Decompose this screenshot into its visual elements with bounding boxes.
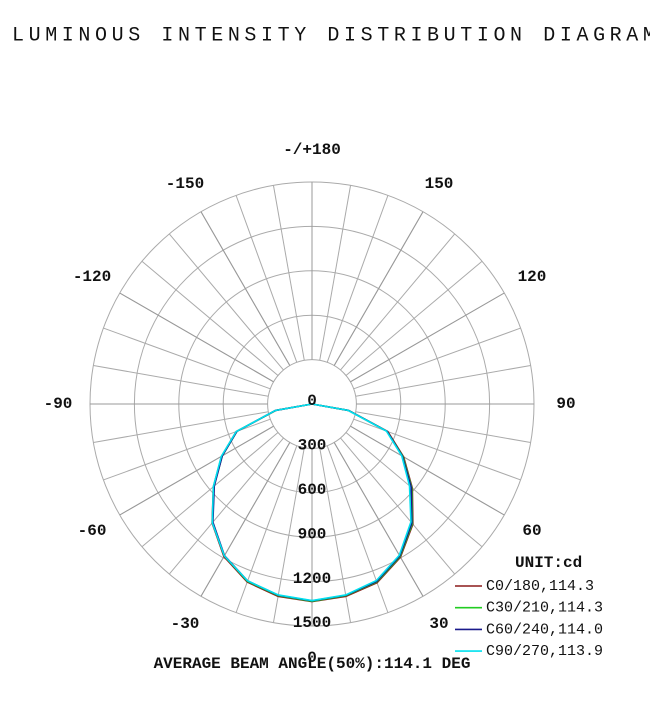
legend-label: C30/210,114.3 [486,600,603,617]
spoke [340,233,456,371]
spoke [355,364,531,397]
spoke [326,195,389,363]
theta-tick-label: -120 [73,268,111,286]
theta-tick-label: 120 [518,268,547,286]
grid [89,181,535,627]
spoke [168,233,284,371]
grid-spoke [119,292,274,383]
theta-tick-label: -/+180 [283,141,341,159]
grid-spoke [200,442,291,597]
spoke [353,327,521,390]
spoke [345,260,483,376]
grid-spoke [200,211,291,366]
r-tick-label: 300 [298,437,327,455]
grid-spoke [333,442,424,597]
spoke [235,195,298,363]
legend-label: C90/270,113.9 [486,643,603,660]
spoke [319,185,352,361]
spoke [340,437,456,575]
theta-tick-label: 30 [429,615,448,633]
grid-spoke [119,425,274,516]
unit-label: UNIT:cd [515,554,582,572]
spoke [272,185,305,361]
grid-spoke [350,292,505,383]
theta-tick-label: -60 [78,522,107,540]
r-tick-label: 600 [298,481,327,499]
theta-tick-label: 150 [425,175,454,193]
theta-tick-label: -150 [166,175,204,193]
spoke [141,432,279,548]
spoke [93,364,269,397]
r-tick-label: 1200 [293,570,331,588]
spoke [141,260,279,376]
spoke [168,437,284,575]
r-tick-label: 1500 [293,614,331,632]
spoke [103,327,271,390]
legend-label: C60/240,114.0 [486,621,603,638]
spoke [326,445,389,613]
chart-title: LUMINOUS INTENSITY DISTRIBUTION DIAGRAM [12,24,650,47]
grid-spoke [350,425,505,516]
theta-tick-label: -30 [171,615,200,633]
intensity-curve [211,403,412,602]
r-tick-label: 900 [298,525,327,543]
grid-spoke [333,211,424,366]
spoke [235,445,298,613]
footer: AVERAGE BEAM ANGLE(50%):114.1 DEG [154,655,471,673]
curves [211,403,414,603]
spoke [319,447,352,623]
theta-tick-label: -90 [44,395,73,413]
spoke [103,418,271,481]
labels: 030060090012001500-/+1801501209060300-30… [44,141,603,667]
spoke [345,432,483,548]
theta-tick-label: 60 [522,522,541,540]
spoke [355,411,531,444]
r-tick-label: 0 [307,392,317,410]
spoke [272,447,305,623]
legend-label: C0/180,114.3 [486,578,594,595]
spoke [353,418,521,481]
theta-tick-label: 0 [307,649,317,667]
theta-tick-label: 90 [556,395,575,413]
spoke [93,411,269,444]
